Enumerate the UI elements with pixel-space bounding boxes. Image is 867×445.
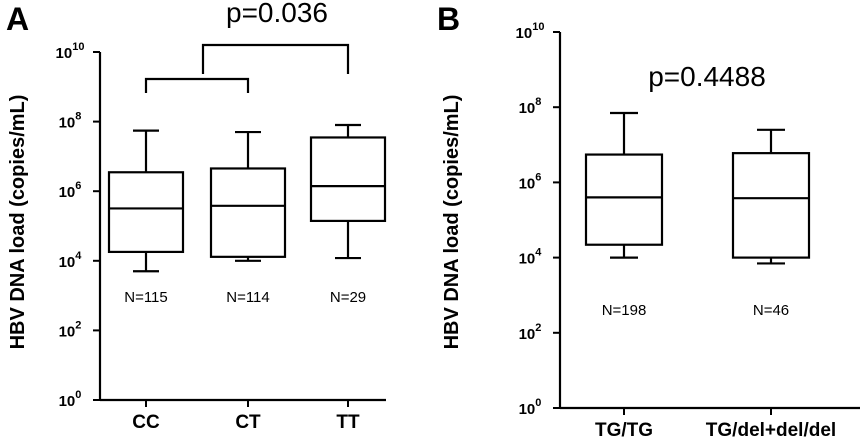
y-tick-label: 104	[59, 250, 83, 271]
y-tick-label: 102	[59, 319, 82, 340]
y-tick-label: 108	[59, 111, 82, 132]
category-label: TT	[336, 412, 360, 433]
n-label: N=115	[124, 289, 168, 306]
category-label: TG/TG	[595, 420, 653, 441]
y-tick-label: 100	[519, 397, 542, 418]
box-iqr	[731, 152, 811, 259]
box-iqr	[309, 136, 387, 223]
panel-a-label: A	[6, 1, 29, 37]
panel-b-label: B	[437, 1, 460, 37]
y-tick-label: 102	[519, 322, 542, 343]
box-iqr	[584, 153, 664, 246]
n-label: N=114	[226, 289, 270, 306]
y-tick-label: 108	[519, 96, 542, 117]
box-iqr	[209, 167, 287, 258]
panel-a: A HBV DNA load (copies/mL) p=0.036 100 10…	[6, 0, 387, 433]
y-tick-label: 106	[59, 180, 82, 201]
panel-a-bracket-cc-ct	[144, 77, 250, 93]
y-tick-label: 106	[519, 171, 542, 192]
panel-b-y-axis-label: HBV DNA load (copies/mL)	[441, 95, 463, 350]
category-label: TG/del+del/del	[706, 420, 836, 441]
panel-a-p-value: p=0.036	[226, 0, 328, 28]
y-tick-label: 1010	[56, 41, 85, 62]
y-tick-label: 104	[519, 247, 543, 268]
panel-b-p-value: p=0.4488	[648, 61, 766, 92]
category-label: CC	[132, 412, 160, 433]
category-label: CT	[235, 412, 261, 433]
y-tick-label: 1010	[516, 21, 545, 42]
y-tick-label: 100	[59, 389, 82, 410]
box-iqr	[107, 171, 185, 254]
panel-a-bracket-combined-tt	[201, 43, 350, 74]
n-label: N=29	[330, 289, 366, 306]
n-label: N=46	[753, 302, 789, 319]
panel-a-y-axis-label: HBV DNA load (copies/mL)	[7, 95, 29, 350]
panel-b: B HBV DNA load (copies/mL) p=0.4488 100 1…	[437, 1, 860, 441]
n-label: N=198	[602, 302, 647, 319]
